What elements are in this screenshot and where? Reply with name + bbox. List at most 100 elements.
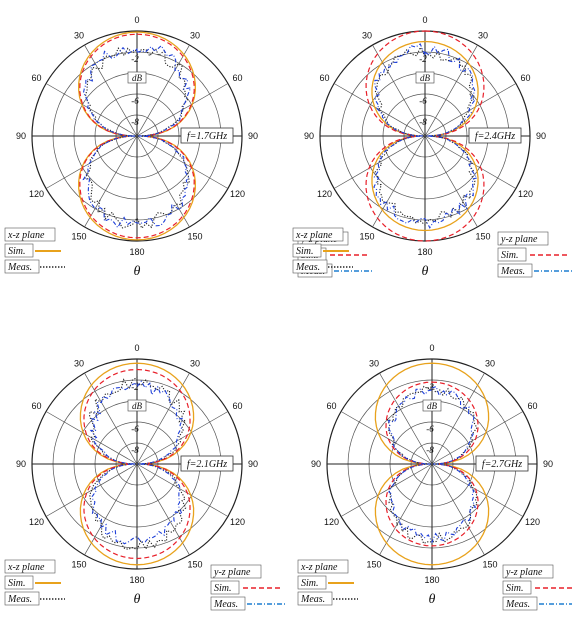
legend-box — [4, 591, 40, 606]
legend-xz-plane: x-z plane Sim. Meas. — [4, 559, 65, 606]
legend-meas-label: Meas. — [7, 262, 32, 273]
legend-box — [297, 559, 349, 574]
legend-box — [297, 575, 327, 590]
legend-title: y-z plane — [505, 567, 543, 578]
polar-spoke — [84, 463, 138, 556]
angle-tick-label: 120 — [525, 517, 540, 527]
angle-tick-label: 90 — [311, 459, 321, 469]
db-unit-label: dB — [420, 73, 431, 83]
angle-tick-label: 150 — [482, 560, 497, 570]
frequency-box — [468, 127, 522, 144]
angle-tick-label: 180 — [424, 575, 439, 585]
polar-spoke — [431, 411, 524, 465]
angle-tick-label: 30 — [190, 359, 200, 369]
legend-sim-label: Sim. — [8, 246, 26, 257]
radial-tick-label: -2 — [131, 54, 139, 64]
legend-title: x-z plane — [7, 562, 45, 573]
series-curve — [83, 368, 191, 560]
polar-spoke — [431, 372, 485, 465]
angle-tick-label: 60 — [527, 401, 537, 411]
radial-tick-label: -6 — [419, 96, 427, 106]
angle-tick-label: 60 — [232, 401, 242, 411]
legend-yz-plane: y-z plane Sim. Meas. — [502, 564, 572, 611]
angle-tick-label: 120 — [29, 189, 44, 199]
series-curve — [79, 362, 195, 566]
angle-tick-label: 180 — [129, 575, 144, 585]
angle-tick-label: 120 — [230, 517, 245, 527]
legend-meas-label: Meas. — [500, 266, 525, 277]
series-curve — [78, 31, 196, 241]
legend-xz-plane: x-z plane Sim. Meas. — [297, 559, 358, 606]
angle-tick-label: 90 — [248, 459, 258, 469]
legend-sim-label: Sim. — [296, 246, 314, 257]
legend-box — [292, 259, 328, 274]
legend-box — [292, 227, 344, 242]
angle-tick-label: 120 — [518, 189, 533, 199]
radial-tick-label: -2 — [419, 54, 427, 64]
polar-chart-4: 0306090120150180150120906030-2-4-6-8dBf=… — [297, 343, 572, 611]
legend-box — [292, 243, 322, 258]
legend-yz-plane: y-z plane Sim. Meas. — [210, 564, 285, 611]
theta-axis-label: θ — [429, 592, 436, 607]
angle-tick-label: 150 — [187, 232, 202, 242]
legend-yz-plane: y-z plane Sim. Meas. — [497, 231, 572, 278]
series-curve — [89, 376, 187, 551]
angle-tick-label: 0 — [134, 15, 139, 25]
angle-tick-label: 60 — [520, 73, 530, 83]
angle-tick-label: 90 — [304, 131, 314, 141]
radial-tick-label: -8 — [131, 445, 139, 455]
legend-box — [210, 564, 262, 579]
polar-spoke — [431, 463, 524, 517]
angle-tick-label: 30 — [74, 359, 84, 369]
polar-spoke — [424, 83, 517, 137]
radial-tick-label: -8 — [131, 117, 139, 127]
angle-tick-label: 150 — [187, 560, 202, 570]
legend-sim-label: Sim. — [214, 583, 232, 594]
polar-spoke — [45, 135, 138, 189]
polar-spoke — [424, 44, 478, 137]
legend-meas-label: Meas. — [7, 594, 32, 605]
angle-tick-label: 150 — [366, 560, 381, 570]
angle-tick-label: 90 — [248, 131, 258, 141]
polar-spoke — [136, 463, 229, 517]
theta-axis-label: θ — [134, 264, 141, 279]
angle-tick-label: 150 — [71, 560, 86, 570]
db-unit-label: dB — [427, 401, 438, 411]
legend-sim-label: Sim. — [501, 250, 519, 261]
polar-spoke — [372, 135, 426, 228]
frequency-label: f=2.7GHz — [482, 459, 522, 470]
series-curve — [373, 43, 478, 229]
frequency-box — [475, 455, 529, 472]
polar-spoke — [340, 463, 433, 517]
db-unit-box — [127, 71, 147, 84]
polar-spoke — [340, 411, 433, 465]
polar-spoke — [136, 135, 229, 189]
series-curve — [89, 380, 184, 545]
series-curve — [365, 30, 485, 242]
polar-spoke — [333, 83, 426, 137]
angle-tick-label: 180 — [417, 247, 432, 257]
series-curve — [371, 40, 479, 232]
legend-title: x-z plane — [295, 230, 333, 241]
db-unit-box — [415, 71, 435, 84]
frequency-label: f=2.4GHz — [475, 131, 515, 142]
angle-tick-label: 120 — [230, 189, 245, 199]
frequency-box — [180, 127, 234, 144]
polar-spoke — [45, 83, 138, 137]
series-curve — [374, 46, 476, 226]
db-unit-label: dB — [132, 73, 143, 83]
angle-tick-label: 150 — [359, 232, 374, 242]
db-unit-box — [127, 399, 147, 412]
frequency-label: f=2.1GHz — [187, 459, 227, 470]
polar-spoke — [379, 463, 433, 556]
series-curve — [84, 47, 190, 230]
angle-tick-label: 30 — [190, 31, 200, 41]
legend-title: y-z plane — [500, 234, 538, 245]
polar-spoke — [372, 44, 426, 137]
angle-tick-label: 30 — [485, 359, 495, 369]
radial-tick-label: -2 — [131, 382, 139, 392]
polar-spoke — [424, 135, 517, 189]
radial-tick-label: -8 — [419, 117, 427, 127]
legend-title: x-z plane — [300, 562, 338, 573]
